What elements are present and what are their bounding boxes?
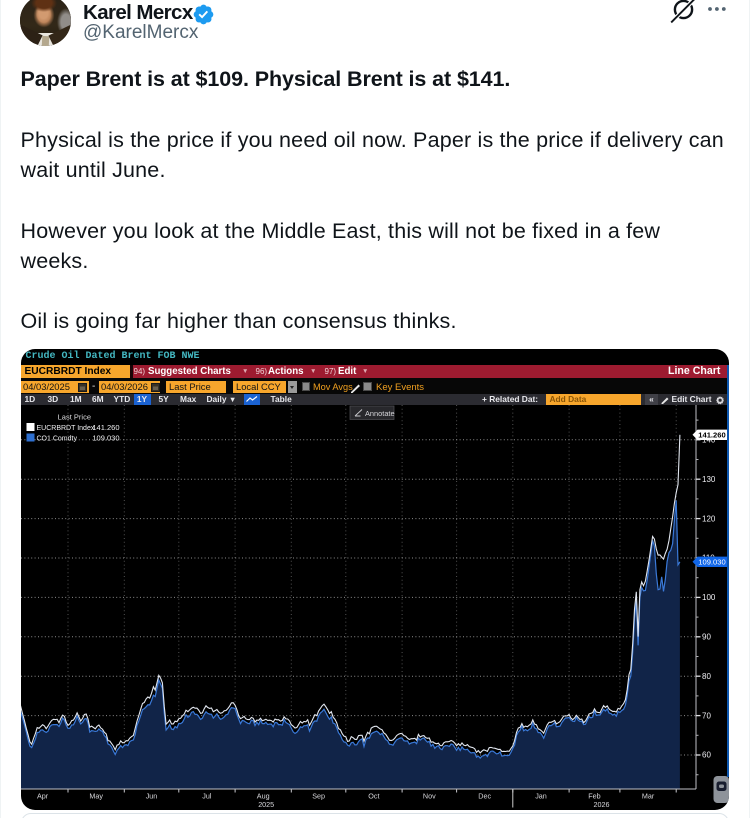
- svg-text:Oct: Oct: [368, 792, 379, 801]
- svg-text:130: 130: [702, 475, 716, 484]
- svg-text:Feb: Feb: [588, 792, 600, 801]
- svg-text:Mar: Mar: [642, 792, 655, 801]
- svg-text:109.030: 109.030: [698, 558, 725, 567]
- svg-text:Jul: Jul: [202, 792, 212, 801]
- svg-text:60: 60: [702, 751, 711, 760]
- svg-text:2025: 2025: [258, 800, 274, 809]
- svg-text:120: 120: [702, 514, 716, 523]
- svg-text:Annotate: Annotate: [365, 409, 395, 418]
- svg-text:141.260: 141.260: [698, 431, 725, 440]
- svg-text:EUCRBRDT Index: EUCRBRDT Index: [37, 425, 95, 432]
- svg-text:Dec: Dec: [478, 792, 491, 801]
- svg-text:80: 80: [702, 672, 711, 681]
- svg-text:Last Price: Last Price: [58, 413, 91, 422]
- svg-text:Jun: Jun: [146, 792, 158, 801]
- svg-text:CO1 Comdty: CO1 Comdty: [37, 436, 78, 443]
- svg-text:Nov: Nov: [423, 792, 436, 801]
- svg-text:90: 90: [702, 633, 711, 642]
- svg-text:100: 100: [702, 593, 716, 602]
- svg-text:Aug: Aug: [257, 792, 270, 801]
- svg-text:141.260: 141.260: [92, 423, 119, 432]
- svg-text:70: 70: [702, 711, 711, 720]
- svg-text:Apr: Apr: [37, 792, 49, 801]
- svg-text:2026: 2026: [594, 800, 610, 809]
- svg-text:May: May: [89, 792, 103, 801]
- svg-text:Jan: Jan: [535, 792, 547, 801]
- svg-text:109.030: 109.030: [92, 434, 119, 443]
- svg-text:Sep: Sep: [312, 792, 325, 801]
